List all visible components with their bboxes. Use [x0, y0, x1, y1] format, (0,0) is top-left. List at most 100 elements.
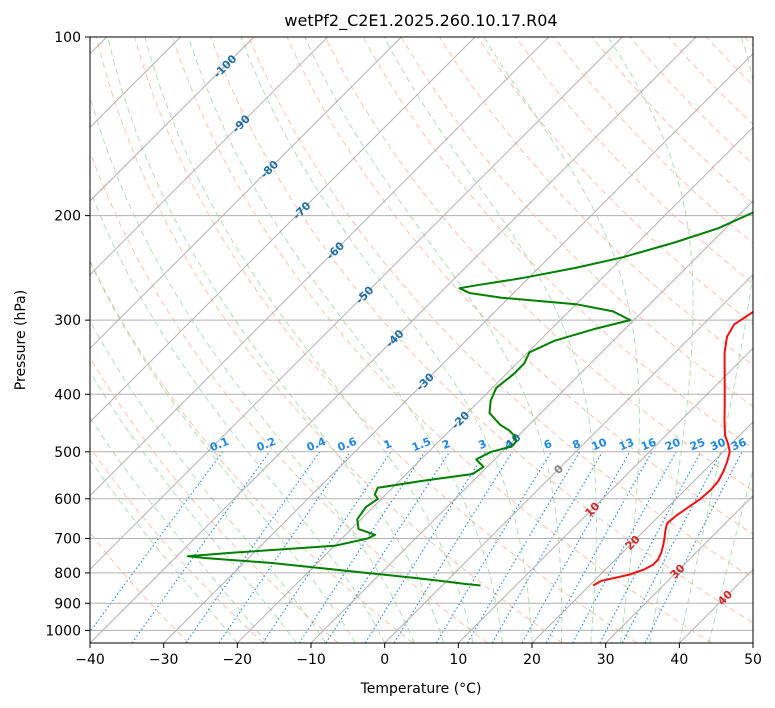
isotherm-line [531, 421, 753, 643]
dry-adiabat [133, 37, 638, 643]
dry-adiabat [591, 37, 753, 205]
moist-adiabat [483, 37, 640, 643]
mixing-ratio-line [325, 451, 451, 643]
x-tick-label: −10 [296, 652, 326, 668]
mixing-ratio-label: 3 [476, 437, 488, 452]
isotherm-line [90, 37, 623, 571]
dry-adiabat [90, 446, 264, 643]
x-tick-label: 10 [449, 652, 467, 668]
mixing-ratio-line [90, 451, 224, 633]
dry-adiabat [477, 37, 753, 325]
mixing-ratio-line [435, 451, 552, 643]
dry-adiabat [95, 37, 563, 643]
isotherm-line [90, 37, 550, 497]
isotherm-line [236, 126, 753, 643]
x-tick-label: 40 [670, 652, 688, 668]
moist-adiabat [90, 370, 297, 643]
mixing-ratio-label: 30 [709, 436, 728, 454]
mixing-ratio-line [599, 451, 702, 643]
mixing-ratio-label: 8 [570, 437, 582, 452]
moist-adiabat [90, 458, 238, 643]
mixing-ratio-line [521, 451, 631, 643]
dry-adiabat [553, 37, 753, 245]
isotherm-line [90, 37, 402, 350]
moist-adiabat [144, 37, 474, 643]
dry-adiabat [248, 37, 753, 579]
dry-adiabat [90, 356, 339, 643]
moist-adiabat [188, 37, 503, 643]
mixing-ratio-line [467, 451, 581, 643]
isotherm-line [457, 347, 753, 643]
x-tick-label: −40 [75, 652, 105, 668]
moist-adiabat [607, 37, 694, 643]
isotherm-line [310, 200, 753, 643]
x-tick-label: 0 [380, 652, 389, 668]
mixing-ratio-line [644, 451, 743, 643]
isotherm-label: -100 [211, 52, 240, 81]
moist-adiabat [383, 37, 597, 643]
dry-adiabat [90, 259, 414, 643]
isotherm-line [90, 37, 329, 276]
dry-adiabat [172, 37, 712, 643]
isotherm-line [90, 37, 476, 423]
axes: −40 −30 −20 −10 0 10 20 30 40 5010020030040050060… [45, 30, 762, 668]
isotherm-line [605, 494, 753, 643]
moist-adiabat [90, 416, 268, 643]
y-tick-label: 1000 [45, 623, 81, 639]
mixing-ratio-line [185, 451, 321, 643]
mixing-ratio-label: 25 [688, 436, 707, 454]
isotherm-line [752, 642, 753, 643]
isotherm-line [90, 37, 697, 643]
dry-adiabat [90, 150, 488, 643]
x-tick-label: −30 [149, 652, 179, 668]
x-tick-label: 20 [523, 652, 541, 668]
y-tick-label: 100 [54, 30, 81, 46]
moist-adiabat [708, 467, 753, 643]
pressure-gridlines [90, 37, 753, 643]
mixing-ratio-label: 13 [617, 436, 636, 454]
dry-adiabat [515, 37, 753, 285]
mixing-ratio-label: 2 [440, 437, 452, 452]
y-tick-label: 700 [54, 532, 81, 548]
dry-adiabat [286, 37, 753, 535]
temperature-line [592, 310, 753, 587]
x-tick-label: 30 [597, 652, 615, 668]
mixing-ratio-line [131, 451, 271, 643]
moist-adiabat [678, 37, 753, 643]
y-tick-label: 300 [54, 313, 81, 329]
isotherm-line [163, 52, 753, 643]
y-tick-label: 900 [54, 596, 81, 612]
dry-adiabat [210, 37, 753, 624]
dry-adiabat [744, 37, 753, 47]
moist-adiabat [107, 37, 445, 643]
moist-adiabat [90, 189, 386, 643]
mixing-ratio-label: 1 [382, 437, 394, 452]
chart-title: wetPf2_C2E1.2025.260.10.17.R04 [284, 11, 557, 31]
y-tick-label: 800 [54, 566, 81, 582]
x-axis-label: Temperature (°C) [360, 681, 482, 697]
mixing-ratio-label: 16 [639, 436, 658, 454]
y-tick-label: 400 [54, 387, 81, 403]
mixing-ratio-line [545, 451, 653, 643]
mixing-ratio-label: 36 [729, 436, 748, 454]
isotherm-label: 0 [551, 462, 566, 477]
dry-adiabat [667, 37, 753, 126]
y-tick-label: 600 [54, 492, 81, 508]
profile-lines [186, 211, 753, 587]
moist-adiabat [304, 37, 563, 643]
y-tick-label: 500 [54, 445, 81, 461]
mixing-ratio-label: 10 [590, 436, 609, 454]
isotherm-line [384, 273, 753, 643]
mixing-ratio-line [298, 451, 426, 643]
background-lines [90, 37, 753, 643]
mixing-ratio-line [262, 451, 392, 643]
mixing-ratio-label: 20 [663, 436, 682, 454]
x-tick-label: −20 [223, 652, 253, 668]
dewpoint-line [186, 211, 753, 587]
plot-frame [89, 36, 754, 644]
y-axis-label: Pressure (hPa) [13, 290, 29, 390]
x-tick-label: 50 [744, 652, 762, 668]
moist-adiabat [90, 260, 356, 643]
mixing-ratio-line [218, 451, 351, 643]
